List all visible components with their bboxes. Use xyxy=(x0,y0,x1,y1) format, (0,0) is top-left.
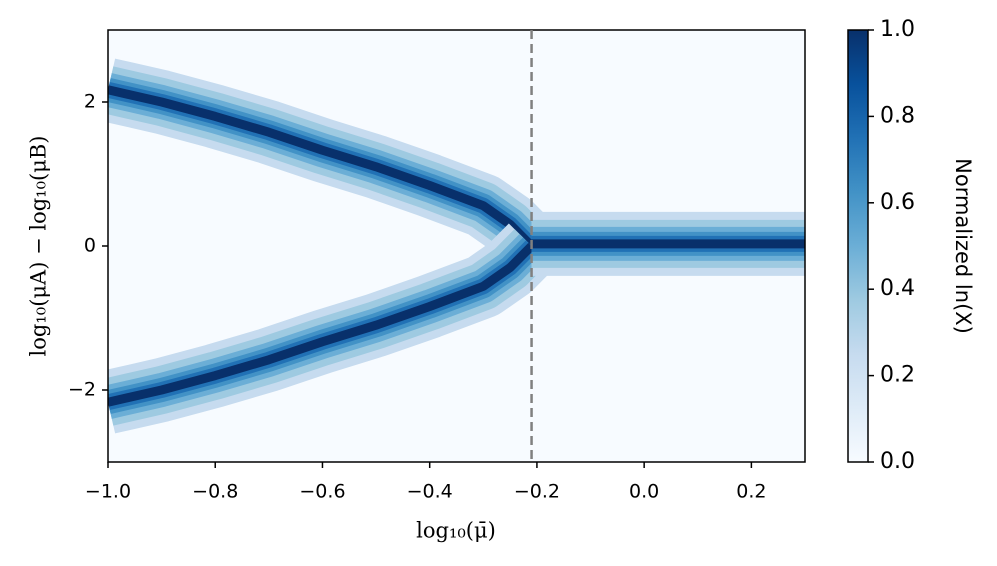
x-tick-label: 0.0 xyxy=(629,481,659,503)
x-tick-label: −0.2 xyxy=(514,481,560,503)
colorbar-label: Normalized ln(X) xyxy=(951,158,975,334)
x-tick-label: −1.0 xyxy=(85,481,131,503)
y-tick-label: 0 xyxy=(84,235,96,257)
y-tick-label: −2 xyxy=(68,379,96,401)
colorbar-tick-label: 0.2 xyxy=(880,363,915,388)
ridge-band xyxy=(108,242,535,407)
y-tick-label: 2 xyxy=(84,91,96,113)
colorbar-tick-label: 0.4 xyxy=(880,276,915,301)
colorbar-tick-label: 1.0 xyxy=(880,17,915,42)
colorbar-tick-label: 0.8 xyxy=(880,103,915,128)
colorbar-tick-label: 0.6 xyxy=(880,190,915,215)
x-tick-label: −0.6 xyxy=(299,481,345,503)
y-axis-label: log₁₀(μA) − log₁₀(μB) xyxy=(27,136,51,357)
colorbar xyxy=(847,29,869,463)
x-tick-label: −0.8 xyxy=(192,481,238,503)
x-tick-label: −0.4 xyxy=(407,481,453,503)
colorbar-tick-label: 0.0 xyxy=(880,449,915,474)
ridge-band xyxy=(108,85,535,250)
x-axis-label: log₁₀(μ̄) xyxy=(416,519,496,543)
plot-area xyxy=(108,58,805,434)
x-tick-label: 0.2 xyxy=(736,481,766,503)
